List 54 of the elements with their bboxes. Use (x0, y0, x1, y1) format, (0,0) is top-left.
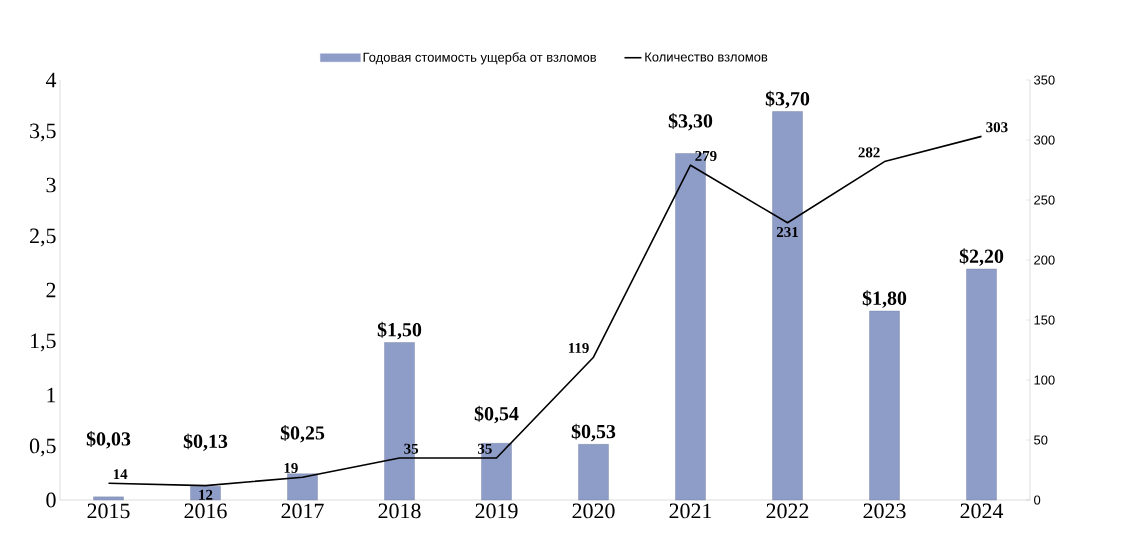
y-tick-label: 2,5 (30, 228, 56, 247)
data-label: $0,13 (183, 433, 228, 451)
data-label: 119 (568, 342, 589, 354)
data-label: $0,53 (571, 423, 616, 442)
data-label: 279 (695, 150, 717, 162)
data-label: $0,03 (86, 431, 131, 449)
bar (190, 486, 221, 501)
y2-tick-label: 50 (1034, 435, 1048, 445)
y-tick-label: 3 (46, 177, 56, 193)
y2-tick-label: 300 (1034, 135, 1055, 145)
y-tick-label: 1,5 (31, 333, 56, 352)
y2-tick-label: 350 (1034, 75, 1055, 85)
data-label: $3,70 (765, 90, 810, 109)
x-tick-label: 2022 (766, 503, 809, 519)
x-tick-label: 2015 (87, 503, 130, 519)
bar (93, 496, 124, 501)
y2-tick-label: 150 (1034, 315, 1055, 325)
x-tick-label: 2017 (281, 503, 324, 519)
legend-label: Годовая стоимость ущерба от взломов (363, 52, 597, 65)
data-label: $0,25 (280, 425, 325, 443)
y2-tick-label: 0 (1034, 495, 1041, 505)
data-label: $2,20 (959, 248, 1004, 266)
y-tick-label: 3,5 (30, 123, 56, 142)
y-tick-label: 4 (45, 72, 57, 88)
data-label: 303 (986, 122, 1008, 133)
data-label: 19 (284, 462, 298, 474)
y-tick-label: 1 (47, 387, 56, 403)
data-label: $0,54 (474, 405, 519, 424)
data-label: $1,50 (377, 321, 422, 340)
y-tick-label: 0,5 (29, 438, 56, 457)
bar (772, 111, 803, 501)
x-tick-label: 2016 (184, 503, 227, 519)
y2-tick-label: 200 (1034, 255, 1055, 265)
x-tick-label: 2020 (572, 503, 615, 519)
x-tick-label: 2019 (475, 503, 518, 519)
data-label: 282 (858, 147, 880, 158)
data-label: 14 (113, 469, 128, 480)
bar (578, 444, 609, 501)
y2-tick-label: 250 (1034, 195, 1055, 205)
bar (966, 268, 997, 501)
x-tick-label: 2023 (863, 503, 906, 519)
y-tick-label: 2 (46, 282, 56, 298)
bar (869, 310, 900, 501)
bar (287, 473, 318, 501)
data-label: 231 (776, 226, 798, 238)
data-label: $3,30 (668, 113, 713, 131)
x-tick-label: 2024 (960, 503, 1004, 519)
x-tick-label: 2018 (378, 503, 421, 519)
legend-label: Количество взломов (645, 52, 768, 62)
y-tick-label: 0 (46, 492, 56, 508)
x-tick-label: 2021 (669, 503, 712, 519)
y2-tick-label: 100 (1034, 375, 1055, 385)
data-label: $1,80 (862, 290, 907, 308)
data-label: 12 (199, 489, 213, 500)
